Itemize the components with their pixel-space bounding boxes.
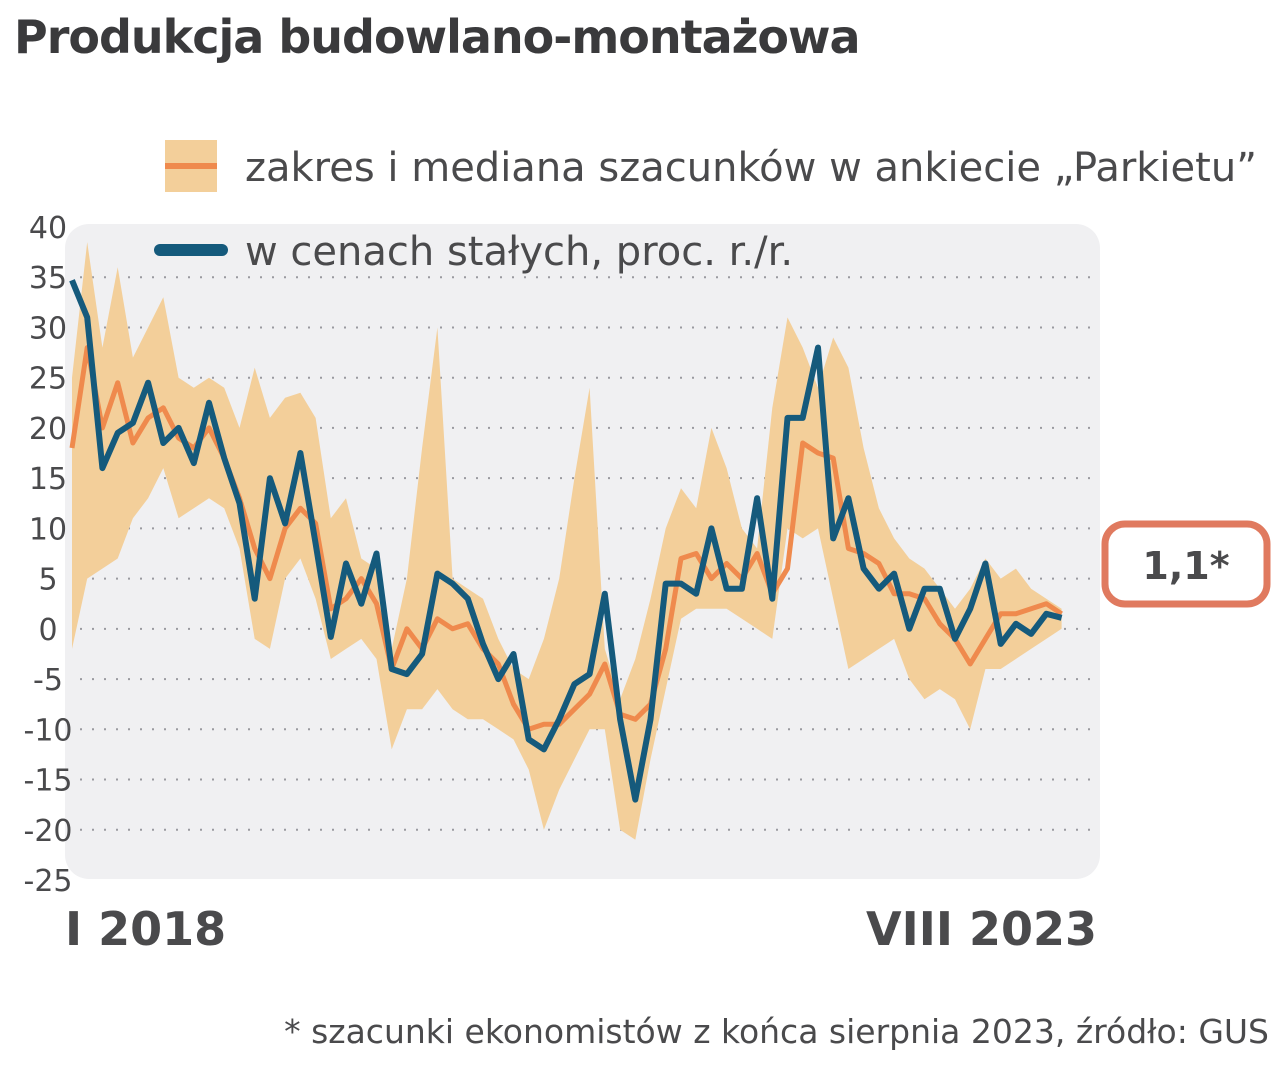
legend: zakres i mediana szacunków w ankiecie „P… bbox=[154, 140, 1257, 275]
value-callout: 1,1* bbox=[1101, 520, 1271, 608]
y-tick-label: 15 bbox=[29, 462, 67, 497]
x-end-label: VIII 2023 bbox=[866, 902, 1097, 956]
actual-production-line bbox=[69, 279, 1063, 803]
y-tick-label: 40 bbox=[29, 211, 67, 246]
y-tick-label: -25 bbox=[24, 864, 73, 899]
y-tick-label: -10 bbox=[24, 713, 73, 748]
y-tick-label: 25 bbox=[29, 362, 67, 397]
legend-band-label: zakres i mediana szacunków w ankiecie „P… bbox=[245, 145, 1257, 191]
y-axis-ticks: 40 35 30 25 20 15 10 5 0 -5 -10 -15 -20 -25 bbox=[24, 211, 73, 899]
y-tick-label: 35 bbox=[29, 261, 67, 296]
legend-line-label: w cenach stałych, proc. r./r. bbox=[245, 229, 793, 275]
y-tick-label: -5 bbox=[33, 663, 63, 698]
footnote: * szacunki ekonomistów z końca sierpnia … bbox=[284, 1012, 1269, 1051]
callout-box bbox=[1101, 520, 1271, 608]
callout-value: 1,1* bbox=[1142, 544, 1229, 588]
y-tick-label: 20 bbox=[29, 412, 67, 447]
y-tick-label: 0 bbox=[38, 613, 57, 648]
y-tick-label: -20 bbox=[24, 814, 73, 849]
y-tick-label: 5 bbox=[38, 563, 57, 598]
chart-title: Produkcja budowlano-montażowa bbox=[14, 10, 861, 64]
y-tick-label: 10 bbox=[29, 512, 67, 547]
y-tick-label: 30 bbox=[29, 311, 67, 346]
estimate-range-band bbox=[72, 242, 1062, 840]
x-start-label: I 2018 bbox=[65, 902, 226, 956]
y-tick-label: -15 bbox=[24, 764, 73, 799]
